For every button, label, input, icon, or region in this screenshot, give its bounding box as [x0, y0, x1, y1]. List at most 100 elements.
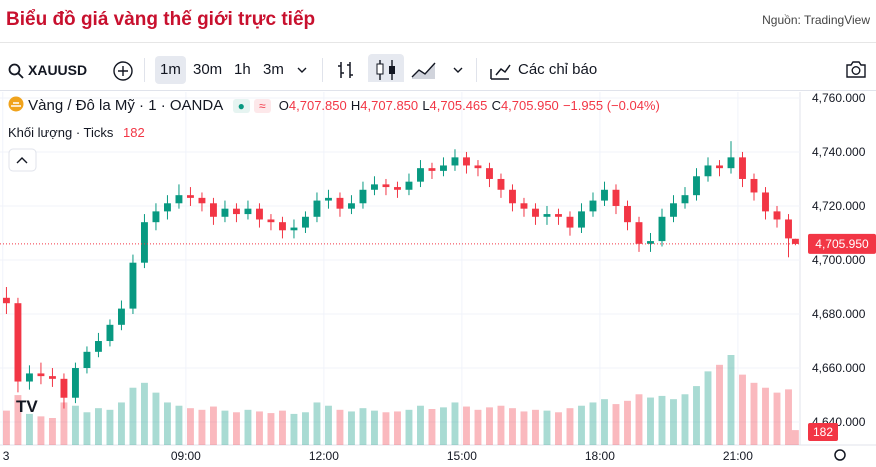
legend-value: 4,705.950	[500, 98, 559, 113]
candle-body	[750, 178, 758, 193]
interval-button[interactable]: 3m	[263, 61, 284, 78]
candle-body	[785, 219, 792, 239]
candle-body	[647, 241, 654, 244]
volume-bar	[704, 371, 712, 445]
volume-bar	[509, 408, 516, 445]
volume-bar	[750, 382, 758, 445]
candle-body	[589, 200, 597, 212]
candle-body	[290, 227, 298, 231]
legend-label: H	[350, 98, 361, 113]
snapshot-icon[interactable]	[845, 59, 867, 87]
tv-logo[interactable]: TV	[16, 397, 38, 416]
candle-body	[244, 208, 252, 215]
settings-icon[interactable]	[834, 449, 846, 461]
grid	[0, 92, 800, 445]
volume-bar	[129, 387, 137, 445]
volume-bar	[325, 405, 332, 445]
candle-body	[313, 200, 321, 217]
volume-bar	[233, 412, 240, 445]
volume-bar	[486, 407, 493, 445]
candle-style-icon[interactable]	[368, 54, 404, 82]
candle-body	[94, 341, 102, 352]
candle-body	[302, 216, 309, 228]
candle-body	[762, 192, 769, 212]
indicators-button[interactable]: Các chỉ báo	[518, 61, 598, 78]
y-tick-label: 4,740.000	[812, 145, 866, 159]
volume-bar	[313, 402, 321, 445]
volume-bar	[94, 408, 102, 445]
volume-bar	[267, 413, 275, 445]
source: Nguồn: TradingView	[762, 13, 870, 27]
volume-bar	[359, 408, 367, 445]
volume-bar	[244, 409, 252, 445]
volume-bar	[405, 409, 413, 445]
bar-style-icon[interactable]	[335, 59, 357, 87]
volume-bar	[693, 386, 700, 445]
volume-tag	[808, 423, 838, 441]
candle-body	[716, 165, 723, 169]
collapse-button[interactable]	[8, 148, 37, 172]
volume-bar	[152, 392, 160, 445]
interval-button[interactable]: 30m	[193, 61, 223, 78]
volume-bar	[290, 413, 298, 445]
volume-bar	[566, 408, 574, 445]
volume-bar	[371, 410, 378, 445]
candle-body	[566, 216, 574, 228]
candle-body	[267, 219, 275, 223]
interval-menu[interactable]	[296, 64, 308, 92]
add-symbol[interactable]	[112, 60, 134, 88]
search-icon[interactable]	[8, 63, 24, 91]
candle-body	[348, 203, 355, 209]
interval-button[interactable]: 1h	[234, 61, 251, 78]
status-badge: ≈	[254, 99, 271, 113]
legend-value: 4,707.850	[288, 98, 347, 113]
candle-body	[451, 157, 459, 166]
volume-bar	[739, 374, 746, 445]
volume-bar	[463, 406, 470, 445]
last-price-tag	[808, 233, 876, 254]
candle-body	[141, 222, 148, 263]
volume-name: Khối lượng · Ticks	[8, 125, 114, 140]
volume-bar	[117, 402, 125, 445]
axes: 4,640.0004,660.0004,680.0004,700.0004,72…	[0, 91, 876, 463]
y-tick-label: 4,680.000	[812, 307, 866, 321]
candle-body	[658, 216, 666, 242]
candle-body	[382, 184, 390, 188]
volume-bar	[83, 412, 91, 445]
candle-body	[187, 195, 194, 198]
symbol[interactable]: XAUUSD	[28, 62, 88, 78]
candle-body	[520, 203, 528, 209]
volume-bar	[727, 355, 735, 445]
legend-label: O	[278, 98, 289, 113]
volume-bar	[762, 387, 769, 445]
volume-bar	[336, 409, 344, 445]
chart-style-menu[interactable]	[452, 64, 464, 92]
volume-bar	[164, 402, 171, 445]
candle-body	[117, 308, 125, 325]
candle-body	[48, 376, 56, 379]
legend-label: L	[422, 98, 430, 113]
volume-bar	[716, 364, 723, 445]
area-style-icon[interactable]	[410, 59, 438, 87]
volume-bar	[417, 405, 424, 445]
candle-body	[543, 214, 551, 217]
volume-bar	[60, 402, 68, 445]
candle-body	[405, 181, 413, 190]
volume-bar	[791, 430, 799, 445]
volume-bar	[451, 402, 459, 445]
interval-button[interactable]: 1m	[155, 56, 186, 84]
separator	[322, 58, 323, 82]
candle-body	[25, 373, 33, 382]
indicators-icon[interactable]	[488, 59, 512, 87]
candle-body	[739, 157, 746, 179]
legend-value: 4,707.850	[360, 98, 419, 113]
collapse-icon	[16, 157, 28, 164]
volume-bar	[658, 395, 666, 445]
volume-bar	[2, 410, 10, 445]
volume-bar	[578, 405, 585, 445]
x-tick-label: 15:00	[447, 449, 477, 463]
volume-bar	[785, 389, 792, 445]
volume-bar	[601, 399, 608, 445]
volume-bar	[474, 409, 482, 445]
